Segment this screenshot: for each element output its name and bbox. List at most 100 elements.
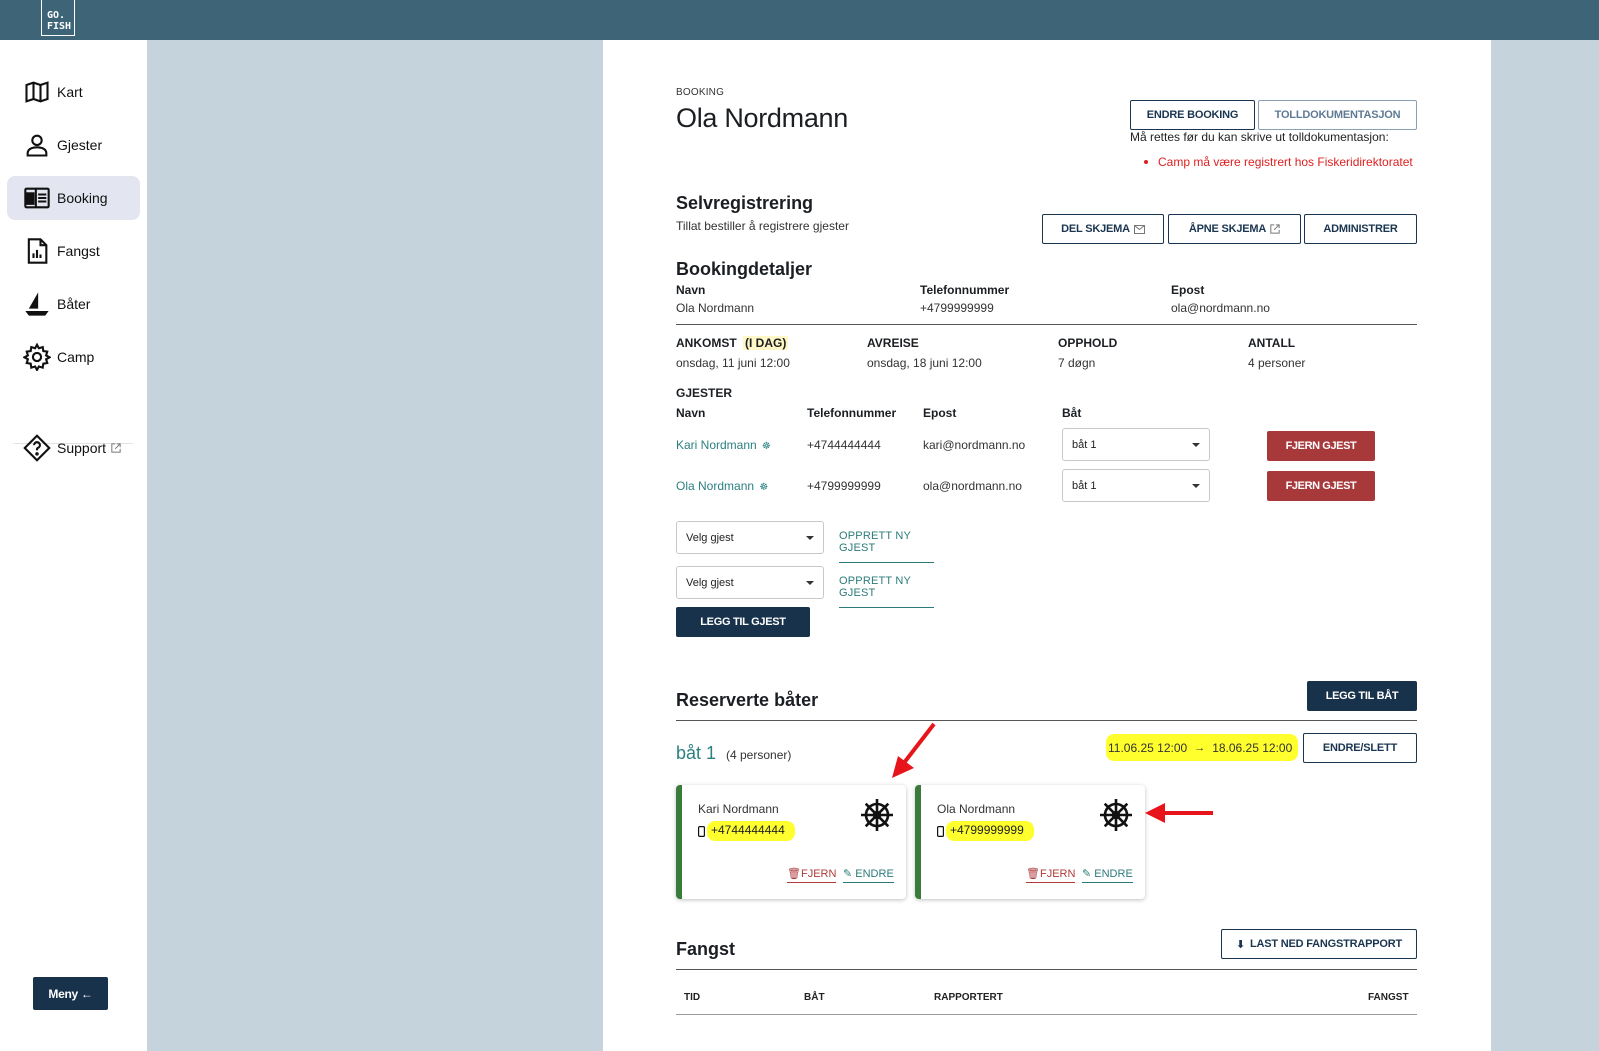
stay-value: 7 døgn xyxy=(1058,356,1096,370)
card-remove-link[interactable]: 🗑FJERN xyxy=(1026,867,1076,883)
guest-phone: +4744444444 xyxy=(807,438,881,452)
catch-col-time: TID xyxy=(684,992,701,1003)
guest-link-kari[interactable]: Kari Nordmann ☸ xyxy=(676,438,771,452)
ship-wheel-icon[interactable] xyxy=(1096,795,1136,835)
download-label: LAST NED FANGSTRAPPORT xyxy=(1249,938,1403,950)
arrival-label: ANKOMST (I DAG) xyxy=(676,336,789,350)
annotation-arrow-down xyxy=(892,722,936,778)
boat-name[interactable]: båt 1 xyxy=(676,743,717,763)
arrival-value: onsdag, 11 juni 12:00 xyxy=(676,356,790,370)
sidebar-item-label: Support xyxy=(57,440,107,456)
download-icon: ⬇ xyxy=(1235,938,1245,951)
sidebar-item-label: Camp xyxy=(57,349,95,365)
count-value: 4 personer xyxy=(1248,356,1306,370)
sidebar-item-label: Gjester xyxy=(57,137,103,153)
gofish-logo[interactable]: GO. FISH xyxy=(41,0,75,36)
annotation-arrow-left xyxy=(1145,803,1213,823)
stay-label: OPPHOLD xyxy=(1058,336,1118,350)
mobile-phone-icon xyxy=(937,825,944,837)
catch-col-boat: BÅT xyxy=(804,992,825,1003)
sidebar-item-label: Båter xyxy=(57,296,91,312)
sidebar-item-kart[interactable]: Kart xyxy=(7,70,140,114)
sidebar-item-label: Booking xyxy=(57,190,108,206)
email-value: ola@nordmann.no xyxy=(1171,301,1270,315)
menu-toggle-button[interactable]: Meny ← xyxy=(33,977,108,1010)
chevron-down-icon xyxy=(1192,484,1200,488)
sidebar: Kart Gjester Booking Fangst Båter Camp S… xyxy=(0,40,147,1051)
booking-panel: BOOKING Ola Nordmann ENDRE BOOKING TOLLD… xyxy=(603,40,1491,1051)
boat-guest-card: Kari Nordmann +4744444444 🗑FJERN ✎ ENDRE xyxy=(676,785,906,899)
departure-value: onsdag, 18 juni 12:00 xyxy=(867,356,982,370)
external-link-icon xyxy=(1270,224,1280,234)
card-remove-link[interactable]: 🗑FJERN xyxy=(787,867,837,883)
customs-documentation-button[interactable]: TOLLDOKUMENTASJON xyxy=(1258,100,1417,130)
guests-col-phone: Telefonnummer xyxy=(807,406,897,420)
arrow-right-icon: → xyxy=(1194,741,1206,754)
external-link-icon xyxy=(111,443,121,453)
card-phone-number: +4744444444 xyxy=(707,821,795,841)
guest-boat-select[interactable]: båt 1 xyxy=(1062,469,1210,502)
self-registration-title: Selvregistrering xyxy=(676,193,814,213)
helm-icon: ☸ xyxy=(762,441,772,452)
select-guest-dropdown[interactable]: Velg gjest xyxy=(676,521,824,554)
sidebar-item-gjester[interactable]: Gjester xyxy=(7,123,140,167)
page-title: Ola Nordmann xyxy=(676,103,848,133)
card-phone: +4799999999 xyxy=(937,821,1034,841)
boat-capacity: (4 personer) xyxy=(726,748,792,762)
open-form-button[interactable]: ÅPNE SKJEMA xyxy=(1168,214,1301,244)
guests-col-email: Epost xyxy=(923,406,957,420)
boats-divider xyxy=(676,720,1417,721)
card-edit-link[interactable]: ✎ ENDRE xyxy=(1082,867,1133,883)
sidebar-item-support[interactable]: Support xyxy=(7,426,140,470)
create-guest-link[interactable]: OPPRETT NY GJEST xyxy=(839,575,934,608)
card-edit-label: ENDRE xyxy=(1094,868,1133,880)
catch-col-catch: FANGST xyxy=(1368,992,1409,1003)
card-phone: +4744444444 xyxy=(698,821,795,841)
sidebar-item-camp[interactable]: Camp xyxy=(7,335,140,379)
person-icon xyxy=(26,134,48,157)
remove-guest-button[interactable]: FJERN GJEST xyxy=(1267,431,1375,461)
boat-end: 18.06.25 12:00 xyxy=(1212,740,1293,755)
card-edit-link[interactable]: ✎ ENDRE xyxy=(843,867,894,883)
sidebar-item-fangst[interactable]: Fangst xyxy=(7,229,140,273)
phone-label: Telefonnummer xyxy=(920,283,1010,297)
create-guest-link[interactable]: OPPRETT NY GJEST xyxy=(839,530,934,563)
edit-booking-button[interactable]: ENDRE BOOKING xyxy=(1130,100,1255,130)
card-edit-label: ENDRE xyxy=(855,868,894,880)
ship-wheel-icon[interactable] xyxy=(857,795,897,835)
catch-col-reported: RAPPORTERT xyxy=(934,992,1003,1003)
guests-col-boat: Båt xyxy=(1062,406,1082,420)
sidebar-item-label: Fangst xyxy=(57,243,100,259)
count-label: ANTALL xyxy=(1248,336,1296,350)
guest-email: kari@nordmann.no xyxy=(923,438,1026,452)
remove-guest-button[interactable]: FJERN GJEST xyxy=(1267,471,1375,501)
download-catch-report-button[interactable]: ⬇ LAST NED FANGSTRAPPORT xyxy=(1221,929,1417,959)
sidebar-item-booking[interactable]: Booking xyxy=(7,176,140,220)
reserved-boats-title: Reserverte båter xyxy=(676,690,819,710)
mobile-phone-icon xyxy=(698,825,705,837)
guest-boat-select[interactable]: båt 1 xyxy=(1062,428,1210,461)
edit-delete-boat-button[interactable]: ENDRE/SLETT xyxy=(1303,733,1417,763)
helm-icon: ☸ xyxy=(759,482,769,493)
card-phone-number: +4799999999 xyxy=(946,821,1034,841)
add-guest-button[interactable]: LEGG TIL GJEST xyxy=(676,607,810,637)
sidebar-item-bater[interactable]: Båter xyxy=(7,282,140,326)
select-guest-dropdown[interactable]: Velg gjest xyxy=(676,566,824,599)
card-guest-name: Ola Nordmann xyxy=(937,802,1016,816)
administer-button[interactable]: ADMINISTRER xyxy=(1304,214,1417,244)
boat-start: 11.06.25 12:00 xyxy=(1108,740,1188,755)
catch-divider xyxy=(676,969,1417,970)
self-registration-subtitle: Tillat bestiller å registrere gjester xyxy=(676,219,849,233)
catch-header-divider xyxy=(676,1014,1417,1015)
share-form-button[interactable]: DEL SKJEMA xyxy=(1042,214,1164,244)
sidebar-item-label: Kart xyxy=(57,84,83,100)
guest-link-ola[interactable]: Ola Nordmann ☸ xyxy=(676,479,768,493)
add-boat-button[interactable]: LEGG TIL BÅT xyxy=(1307,681,1417,711)
boat-date-range: 11.06.25 12:00 → 18.06.25 12:00 xyxy=(1106,734,1298,761)
mail-icon xyxy=(1133,224,1145,234)
top-bar: GO. FISH xyxy=(0,0,1599,40)
chevron-down-icon xyxy=(806,536,814,540)
name-value: Ola Nordmann xyxy=(676,301,755,315)
warning-intro: Må rettes før du kan skrive ut tolldokum… xyxy=(1130,130,1389,144)
guest-phone: +4799999999 xyxy=(807,479,881,493)
